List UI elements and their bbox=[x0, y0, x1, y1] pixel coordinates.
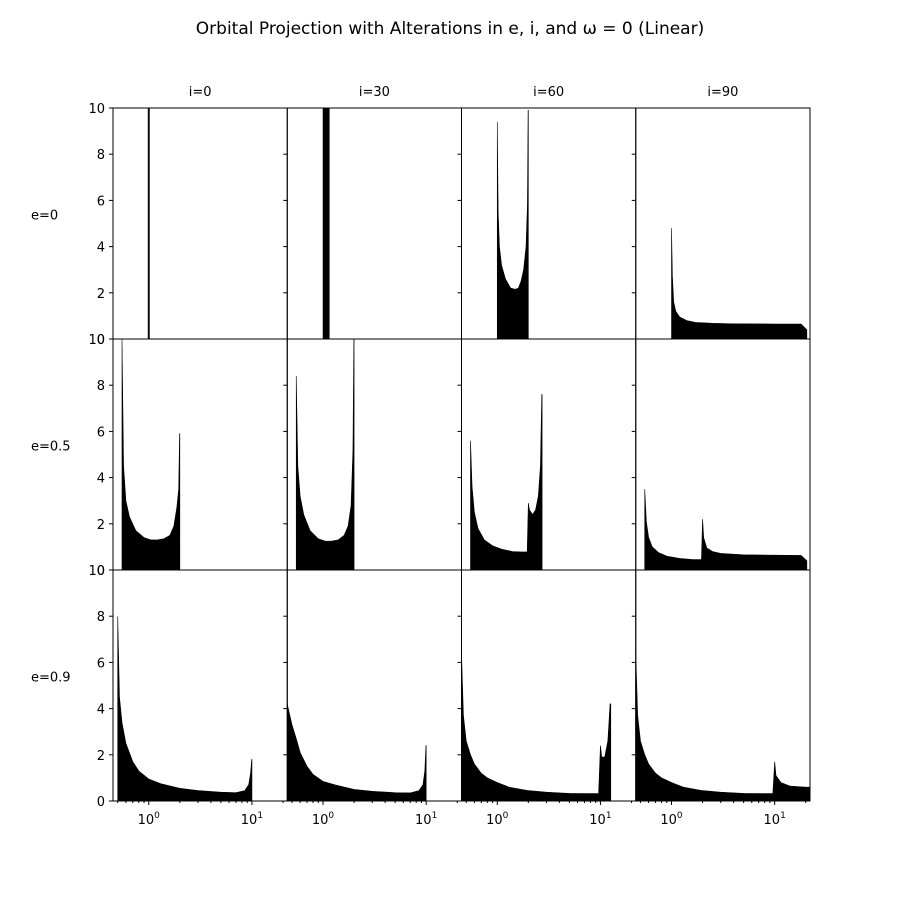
y-tick-label: 10 bbox=[88, 333, 105, 348]
panel-frame bbox=[635, 107, 811, 340]
histogram-panel bbox=[322, 108, 330, 339]
y-tick-label: 6 bbox=[97, 425, 105, 440]
histogram-bars bbox=[322, 108, 330, 339]
y-tick-label: 0 bbox=[97, 333, 105, 348]
panel-frame bbox=[112, 107, 288, 340]
x-tick-label: 100 bbox=[312, 811, 335, 828]
y-tick-label: 4 bbox=[97, 703, 105, 718]
y-tick-label: 0 bbox=[97, 795, 105, 810]
row-label: e=0.5 bbox=[31, 440, 71, 455]
histogram-bars bbox=[635, 653, 810, 801]
panel-frame bbox=[635, 569, 811, 802]
panel-grid: i=0 i=30 i=60 i=90e=0e=0.5e=0.9024681002468… bbox=[31, 85, 811, 828]
histogram-bars bbox=[461, 653, 612, 801]
y-tick-label: 0 bbox=[97, 564, 105, 579]
panel-frame bbox=[461, 338, 637, 571]
panel-frame bbox=[286, 569, 462, 802]
histogram-bars bbox=[117, 616, 253, 801]
y-tick-label: 10 bbox=[88, 102, 105, 117]
histogram-panel bbox=[121, 339, 181, 570]
x-tick-label: 100 bbox=[486, 811, 509, 828]
row-label: e=0.9 bbox=[31, 671, 71, 686]
row-label: e=0 bbox=[31, 209, 58, 224]
panel-frame bbox=[112, 569, 288, 802]
column-label: i=90 bbox=[707, 85, 738, 100]
histogram-bars bbox=[121, 339, 181, 570]
histogram-panel bbox=[644, 489, 808, 570]
figure-title: Orbital Projection with Alterations in e… bbox=[196, 19, 704, 39]
x-tick-label: 100 bbox=[660, 811, 683, 828]
y-tick-label: 4 bbox=[97, 241, 105, 256]
y-tick-label: 6 bbox=[97, 194, 105, 209]
histogram-bars bbox=[671, 228, 808, 339]
y-tick-label: 8 bbox=[97, 148, 105, 163]
histogram-panel bbox=[671, 228, 808, 339]
panel-frame bbox=[286, 107, 462, 340]
panel-frame bbox=[635, 338, 811, 571]
histogram-bars bbox=[295, 339, 355, 570]
histogram-bars bbox=[470, 394, 543, 570]
histogram-bars bbox=[147, 108, 150, 339]
histogram-panel bbox=[461, 653, 612, 801]
histogram-bars bbox=[496, 110, 529, 339]
histogram-panel bbox=[147, 108, 150, 339]
x-tick-label: 100 bbox=[138, 811, 161, 828]
histogram-panel bbox=[295, 339, 355, 570]
x-tick-label: 101 bbox=[589, 811, 611, 828]
column-label: i=30 bbox=[359, 85, 390, 100]
y-tick-label: 2 bbox=[97, 287, 105, 302]
histogram-panel bbox=[496, 110, 529, 339]
y-tick-label: 2 bbox=[97, 518, 105, 533]
y-tick-label: 6 bbox=[97, 656, 105, 671]
histogram-bars bbox=[644, 489, 808, 570]
histogram-panel bbox=[470, 394, 543, 570]
y-tick-label: 8 bbox=[97, 379, 105, 394]
histogram-panel bbox=[117, 616, 253, 801]
x-tick-label: 101 bbox=[415, 811, 437, 828]
column-label: i=0 bbox=[189, 85, 212, 100]
y-tick-label: 2 bbox=[97, 749, 105, 764]
y-tick-label: 8 bbox=[97, 610, 105, 625]
x-tick-label: 101 bbox=[764, 811, 786, 828]
y-tick-label: 4 bbox=[97, 472, 105, 487]
panel-frame bbox=[461, 107, 637, 340]
x-tick-label: 101 bbox=[241, 811, 263, 828]
histogram-panel bbox=[287, 703, 427, 801]
column-label: i=60 bbox=[533, 85, 564, 100]
histogram-panel bbox=[635, 653, 810, 801]
histogram-bars bbox=[287, 703, 427, 801]
y-tick-label: 10 bbox=[88, 564, 105, 579]
